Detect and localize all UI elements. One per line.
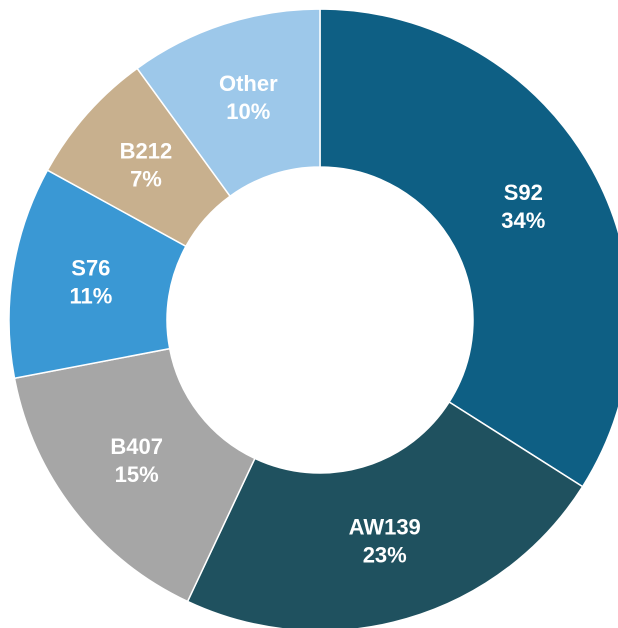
slice-label: B407 [110, 434, 163, 459]
slice-value-label: 11% [69, 284, 112, 309]
slice-value-label: 34% [501, 208, 545, 233]
slice-value-label: 23% [363, 543, 407, 568]
slice-value-label: 7% [130, 166, 162, 191]
slice-value-label: 10% [226, 99, 270, 124]
slice-label: B212 [120, 138, 173, 163]
slice-label: AW139 [349, 515, 421, 540]
slice-label: Other [219, 71, 278, 96]
slice-label: S76 [71, 256, 110, 281]
slice [319, 8, 618, 488]
slice-label: S92 [504, 180, 543, 205]
slice [186, 400, 584, 628]
slice [13, 347, 256, 603]
slice-value-label: 15% [115, 462, 159, 487]
slice [136, 8, 321, 198]
